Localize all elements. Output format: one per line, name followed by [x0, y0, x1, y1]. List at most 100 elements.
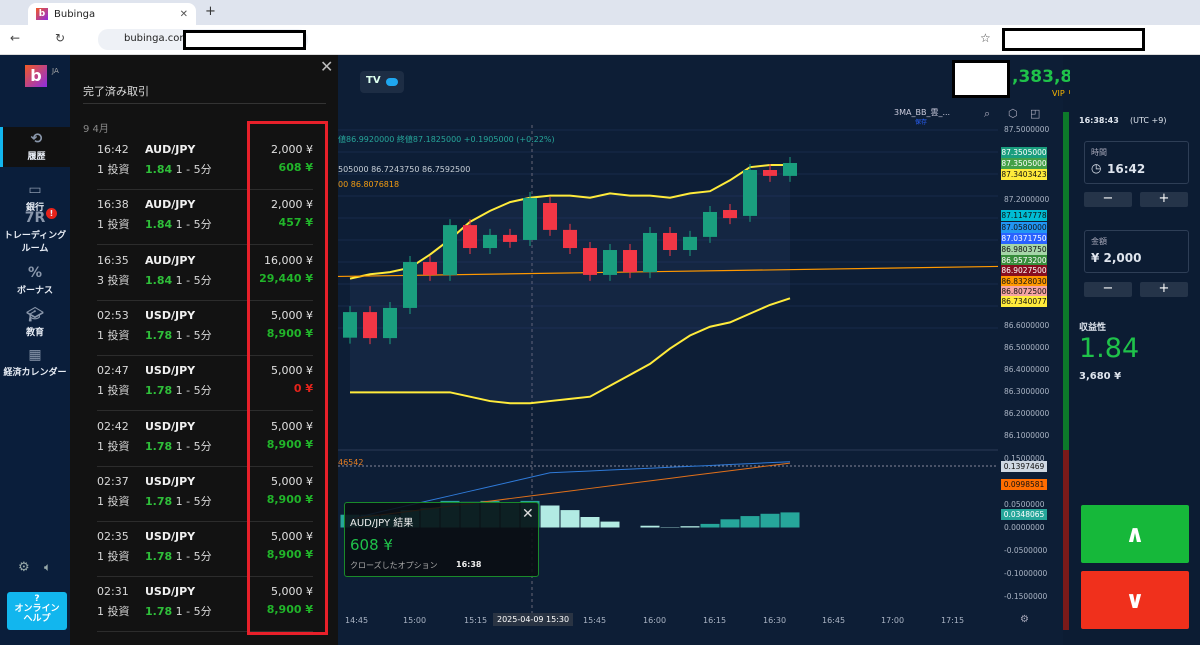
oscillator-bar [579, 516, 601, 529]
put-down-button[interactable]: ∨ [1081, 571, 1189, 629]
candle [403, 262, 417, 308]
trade-row[interactable]: 02:47 USD/JPY 5,000 ¥ 1 投資 1.78 1 - 5分 0 ¥ [97, 356, 313, 412]
call-up-button[interactable]: ∧ [1081, 505, 1189, 563]
oscillator-bar [719, 518, 741, 529]
payout-label: 収益性 [1079, 323, 1107, 333]
price-axis-label: 86.2000000 [1004, 409, 1050, 418]
indicator-template-select[interactable]: 3MA_BB_雲_... [894, 108, 951, 117]
time-axis-label: 17:00 [881, 616, 905, 625]
settings-gear-icon[interactable]: ⚙ [18, 560, 30, 575]
oscillator-axis-label: 0.0500000 [1004, 500, 1045, 509]
bookmark-star-icon[interactable]: ☆ [980, 31, 991, 45]
axis-settings-icon[interactable]: ⚙ [1020, 614, 1029, 625]
nav-item-label: ボーナス [16, 286, 53, 296]
oscillator-axis-label: -0.0500000 [1004, 546, 1048, 555]
time-axis-label: 15:45 [583, 616, 607, 625]
education-icon: 🎓︎ [26, 307, 44, 323]
call-sentiment-bar [1063, 112, 1069, 450]
amount-minus-button[interactable]: − [1084, 282, 1132, 297]
notification-badge: ! [46, 208, 57, 219]
bubinga-logo[interactable]: b [25, 65, 47, 87]
amount-field[interactable]: 金額 ¥ 2,000 [1084, 230, 1189, 273]
candle [523, 197, 537, 240]
camera-icon[interactable]: ◰ [1030, 107, 1041, 120]
trade-row[interactable]: 16:42 AUD/JPY 2,000 ¥ 1 投資 1.84 1 - 5分 608 … [97, 135, 313, 190]
price-tag: 87.3505000 [1001, 147, 1047, 158]
nav-item-label: トレーディングルーム [3, 231, 67, 254]
candle [343, 312, 357, 338]
candle [603, 250, 617, 275]
calendar-icon: ▦ [28, 347, 42, 363]
online-help-button[interactable]: ? オンラインヘルプ [7, 592, 67, 630]
oscillator-bar [779, 511, 801, 529]
candle [643, 232, 657, 273]
time-axis-label: 14:45 [345, 616, 369, 625]
price-axis-label: 86.1000000 [1004, 431, 1050, 440]
trade-row[interactable]: 02:31 USD/JPY 5,000 ¥ 1 投資 1.78 1 - 5分 8,90… [97, 577, 313, 633]
price-tag: 86.9573200 [1001, 255, 1047, 266]
settings-icon[interactable]: ⬡ [1008, 107, 1018, 120]
oscillator-bar [699, 522, 721, 529]
nav-item-label: 履歴 [27, 152, 46, 162]
candle [783, 163, 797, 176]
bollinger-lower [350, 297, 791, 405]
payout-rate: 1.84 [1079, 333, 1140, 364]
nav-item-trading-room[interactable]: 7R トレーディングルーム! [0, 208, 70, 254]
price-tag: 87.3403423 [1001, 169, 1047, 180]
timezone: (UTC +9) [1130, 116, 1167, 125]
oscillator-bar [599, 520, 621, 529]
toast-time: 16:38 [456, 560, 482, 569]
trade-row[interactable]: 02:37 USD/JPY 5,000 ¥ 1 投資 1.78 1 - 5分 8,90… [97, 467, 313, 522]
tradingview-toggle[interactable]: TV [360, 71, 404, 93]
price-tag: 86.8072500 [1001, 286, 1047, 297]
price-axis-label: 86.6000000 [1004, 321, 1050, 330]
payout-amount: 3,680 ¥ [1079, 371, 1122, 382]
new-tab-button[interactable]: + [205, 4, 216, 19]
close-tab-icon[interactable]: ✕ [179, 8, 188, 20]
trade-row[interactable]: 02:35 USD/JPY 5,000 ¥ 1 投資 1.78 1 - 5分 8,90… [97, 522, 313, 578]
candle [743, 170, 757, 216]
candle [623, 250, 637, 273]
nav-item-education[interactable]: 🎓︎ 教育 [0, 307, 70, 338]
close-panel-icon[interactable]: ✕ [320, 57, 334, 76]
oscillator-bar [639, 524, 661, 529]
time-minus-button[interactable]: − [1084, 192, 1132, 207]
trading-room-icon: 7R [24, 210, 46, 226]
oscillator-axis-label: 0.0000000 [1004, 523, 1045, 532]
candle [423, 262, 437, 275]
nav-item-history[interactable]: ⟲ 履歴 [0, 127, 70, 167]
oscillator-axis-label: 0.1500000 [1004, 454, 1045, 463]
candle [723, 210, 737, 219]
nav-item-wallet[interactable]: ▭ 銀行 [0, 182, 70, 213]
nav-item-calendar[interactable]: ▦ 経済カレンダー [0, 347, 70, 378]
trade-row[interactable]: 16:38 AUD/JPY 2,000 ¥ 1 投資 1.84 1 - 5分 457 … [97, 190, 313, 246]
price-axis-label: 86.3000000 [1004, 387, 1050, 396]
amount-plus-button[interactable]: + [1140, 282, 1188, 297]
indicator-icon[interactable]: ⌕ [984, 107, 991, 120]
bollinger-fill [350, 164, 790, 404]
language-label[interactable]: JA [52, 67, 59, 75]
price-tag: 86.9027500 [1001, 265, 1047, 276]
tab-title: Bubinga [54, 8, 96, 20]
trade-row[interactable]: 02:53 USD/JPY 5,000 ¥ 1 投資 1.78 1 - 5分 8,90… [97, 301, 313, 356]
ohlc-legend: 値86.9920000 終値87.1825000 +0.1905000 (+0.… [338, 135, 555, 144]
close-toast-icon[interactable]: ✕ [522, 506, 534, 522]
trade-row[interactable]: 16:35 AUD/JPY 16,000 ¥ 3 投資 1.84 1 - 5分 29,… [97, 246, 313, 301]
oscillator-bar [739, 515, 761, 529]
time-plus-button[interactable]: + [1140, 192, 1188, 207]
trade-row[interactable]: 02:42 USD/JPY 5,000 ¥ 1 投資 1.78 1 - 5分 8,90… [97, 412, 313, 467]
price-axis-label: 87.2000000 [1004, 195, 1050, 204]
oscillator-bar [759, 512, 781, 529]
bollinger-upper [349, 163, 790, 280]
toast-title: AUD/JPY 結果 [350, 518, 414, 529]
back-icon[interactable]: ← [10, 31, 21, 45]
browser-tab[interactable]: b Bubinga ✕ [28, 3, 196, 25]
sound-icon[interactable]: 🔈︎ [44, 560, 52, 574]
nav-item-bonus[interactable]: % ボーナス [0, 265, 70, 296]
oscillator-tag: 0.0998581 [1001, 479, 1047, 490]
price-tag: 87.0371750 [1001, 233, 1047, 244]
time-field[interactable]: 時間 ◷ 16:42 [1084, 141, 1189, 184]
candle [683, 236, 697, 251]
reload-icon[interactable]: ↻ [55, 31, 66, 45]
wallet-icon: ▭ [28, 182, 42, 198]
